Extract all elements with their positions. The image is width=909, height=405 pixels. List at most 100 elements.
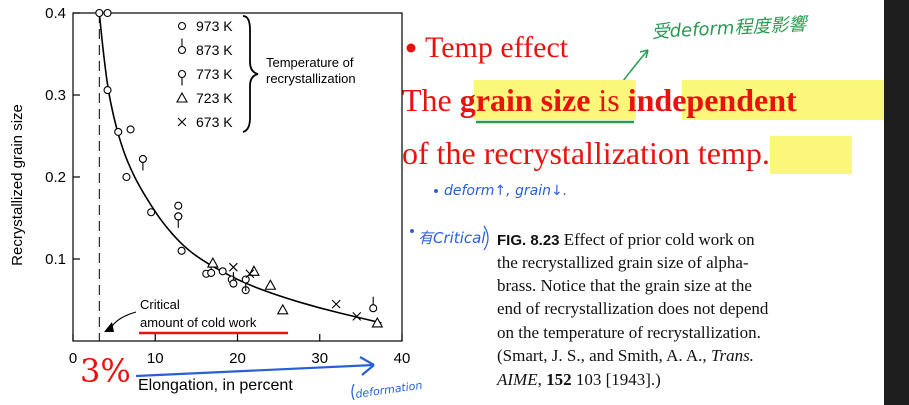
data-point-973k-shape <box>103 8 112 18</box>
critical-label-line2: amount of cold work <box>140 315 257 330</box>
deformation-bracket <box>351 383 355 401</box>
legend-marker-773k-shape <box>177 69 187 79</box>
data-point-673k <box>331 299 341 309</box>
data-point-673k-shape <box>228 262 238 272</box>
data-point-773k-shape <box>138 154 147 164</box>
data-markers <box>95 8 384 328</box>
x-axis-ticks: 0 10 20 30 40 <box>69 334 410 367</box>
data-point-973k-shape <box>103 86 112 95</box>
data-point-723k <box>276 303 289 315</box>
highlight-independent <box>682 80 884 120</box>
right-dark-strip <box>884 0 909 405</box>
data-point-973k-shape <box>174 201 183 210</box>
note-bullet-1 <box>434 189 438 193</box>
data-point-973k <box>114 127 123 136</box>
legend-marker-873k <box>177 38 187 55</box>
data-point-723k <box>206 256 219 268</box>
data-point-973k-shape <box>177 246 186 255</box>
y-tick-label: 0.1 <box>45 251 66 268</box>
caption-line5: on the temperature of recrystallization. <box>497 323 761 342</box>
x-tick-label: 0 <box>69 350 77 367</box>
critical-label-line1: Critical <box>140 297 180 312</box>
highlight-temp <box>770 136 852 174</box>
legend-brace <box>242 15 259 133</box>
caption-ref-line1: (Smart, J. S., and Smith, A. A., Trans. <box>497 346 754 365</box>
critical-arrowhead <box>104 322 114 332</box>
x-axis-label: Elongation, in percent <box>138 377 293 394</box>
figure-panel <box>0 0 884 405</box>
data-point-973k <box>103 86 112 95</box>
highlight-grain-size <box>474 80 636 120</box>
data-point-973k-shape <box>126 125 135 134</box>
legend: 973 K 873 K 773 K 723 K 673 K <box>176 18 233 130</box>
data-point-723k <box>264 279 277 290</box>
data-point-773k <box>138 154 147 171</box>
data-point-873k <box>369 296 378 313</box>
data-point-673k <box>228 262 238 272</box>
data-point-873k <box>229 272 238 288</box>
x-tick-label: 20 <box>229 350 246 367</box>
data-point-723k <box>371 316 384 328</box>
data-point-873k-shape <box>369 304 378 313</box>
data-point-973k-shape <box>122 172 131 182</box>
data-point-873k-shape <box>229 279 238 288</box>
statement-line2: of the recrystallization temp. <box>402 135 770 171</box>
y-tick-label: 0.4 <box>45 5 66 22</box>
caption-line2: the recrystallized grain size of alpha- <box>497 253 749 272</box>
data-point-773k-shape <box>241 275 250 284</box>
data-point-973k <box>174 201 183 210</box>
legend-marker-673k-shape <box>177 117 187 127</box>
data-point-873k-shape <box>207 268 216 277</box>
x-tick-label: 10 <box>147 350 164 367</box>
grain-size-chart: 0.1 0.2 0.3 0.4 0 10 20 30 40 Recrystallized gr… <box>9 5 410 394</box>
legend-title-line1: Temperature of <box>266 55 354 70</box>
data-point-973k-shape <box>114 127 123 136</box>
x-tick-label: 30 <box>311 350 328 367</box>
y-axis-label: Recrystallized grain size <box>9 104 26 266</box>
legend-marker-723k-shape <box>176 91 188 103</box>
data-point-673k <box>245 269 255 279</box>
data-point-973k-shape <box>218 267 227 276</box>
bullet-dot <box>406 43 416 53</box>
data-point-723k-shape <box>248 265 260 276</box>
data-point-673k-shape <box>245 269 255 279</box>
legend-label-873k: 873 K <box>196 42 233 58</box>
data-point-773k <box>174 212 183 228</box>
green-arrowhead <box>639 49 649 59</box>
data-point-973k <box>126 125 135 134</box>
legend-label-723k: 723 K <box>196 90 233 106</box>
data-point-723k-shape <box>264 279 277 290</box>
data-point-973k <box>147 208 156 217</box>
data-point-723k-shape <box>371 316 384 328</box>
legend-label-773k: 773 K <box>196 66 233 82</box>
data-point-973k <box>218 267 227 276</box>
legend-label-973k: 973 K <box>196 18 233 34</box>
legend-marker-673k <box>177 117 187 127</box>
y-tick-label: 0.2 <box>45 169 66 186</box>
blue-arrowhead <box>359 356 375 376</box>
data-point-973k-shape <box>95 8 104 18</box>
data-point-723k-shape <box>276 303 289 315</box>
data-point-673k <box>352 312 362 321</box>
handwritten-3-percent: 3% <box>80 352 131 390</box>
data-point-973k <box>103 8 112 18</box>
legend-marker-973k <box>177 21 187 31</box>
data-point-773k <box>241 275 250 291</box>
note-bullet-2 <box>410 229 414 233</box>
legend-title-line2: recrystallization <box>266 71 356 86</box>
statement-line1: The grain size is independent <box>402 82 797 118</box>
legend-marker-873k-shape <box>177 45 187 55</box>
data-point-723k-shape <box>206 256 219 268</box>
data-point-773k-shape <box>174 212 183 221</box>
handwritten-note-grain: deform↑, grain↓. <box>444 183 567 199</box>
legend-marker-723k <box>176 91 188 103</box>
data-point-723k <box>248 265 260 276</box>
critical-note-bracket <box>483 225 489 251</box>
data-point-973k-shape <box>147 208 156 217</box>
y-tick-label: 0.3 <box>45 87 66 104</box>
blue-arrow <box>135 363 375 378</box>
bullet-temp-effect: Temp effect <box>425 31 569 64</box>
caption-line1: FIG. 8.23 Effect of prior cold work on <box>497 230 755 249</box>
fit-curve <box>98 12 382 324</box>
